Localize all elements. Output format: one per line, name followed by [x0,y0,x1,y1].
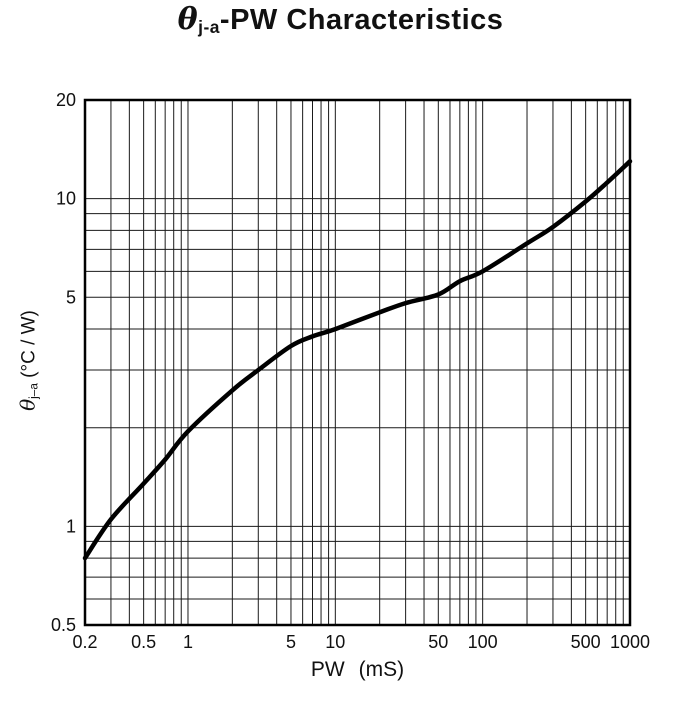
x-tick-labels: 0.2 0.5 1 5 10 50 100 500 1000 [72,632,650,652]
svg-text:5: 5 [286,632,296,652]
svg-text:5: 5 [66,287,76,307]
y-tick-labels: 20 10 5 1 0.5 [51,90,76,635]
svg-text:10: 10 [56,189,76,209]
xlabel-unit: (mS) [358,658,405,681]
title-subscript: j-a [198,17,220,37]
xlabel-main: PW [310,658,345,681]
grid-lines [85,100,630,625]
svg-text:100: 100 [468,632,498,652]
svg-text:500: 500 [571,632,601,652]
svg-text:50: 50 [428,632,448,652]
title-theta-symbol: θ [177,2,199,37]
title-text: -PW Characteristics [219,4,504,36]
y-axis-label: θj–a (°C / W) [16,211,41,511]
svg-text:1000: 1000 [610,632,650,652]
svg-text:0.5: 0.5 [51,615,76,635]
plot-border [83,98,632,627]
svg-text:20: 20 [56,90,76,110]
x-axis-label: PW (mS) [85,658,630,682]
ylabel-subscript: j–a [27,383,41,399]
svg-text:0.5: 0.5 [131,632,156,652]
ylabel-theta-symbol: θ [15,398,40,411]
svg-text:10: 10 [325,632,345,652]
svg-text:1: 1 [183,632,193,652]
svg-text:0.2: 0.2 [72,632,97,652]
ylabel-unit: (°C / W) [18,310,40,384]
chart-title: θj-a-PW Characteristics [0,2,681,38]
curve [82,159,633,561]
svg-text:1: 1 [66,516,76,536]
